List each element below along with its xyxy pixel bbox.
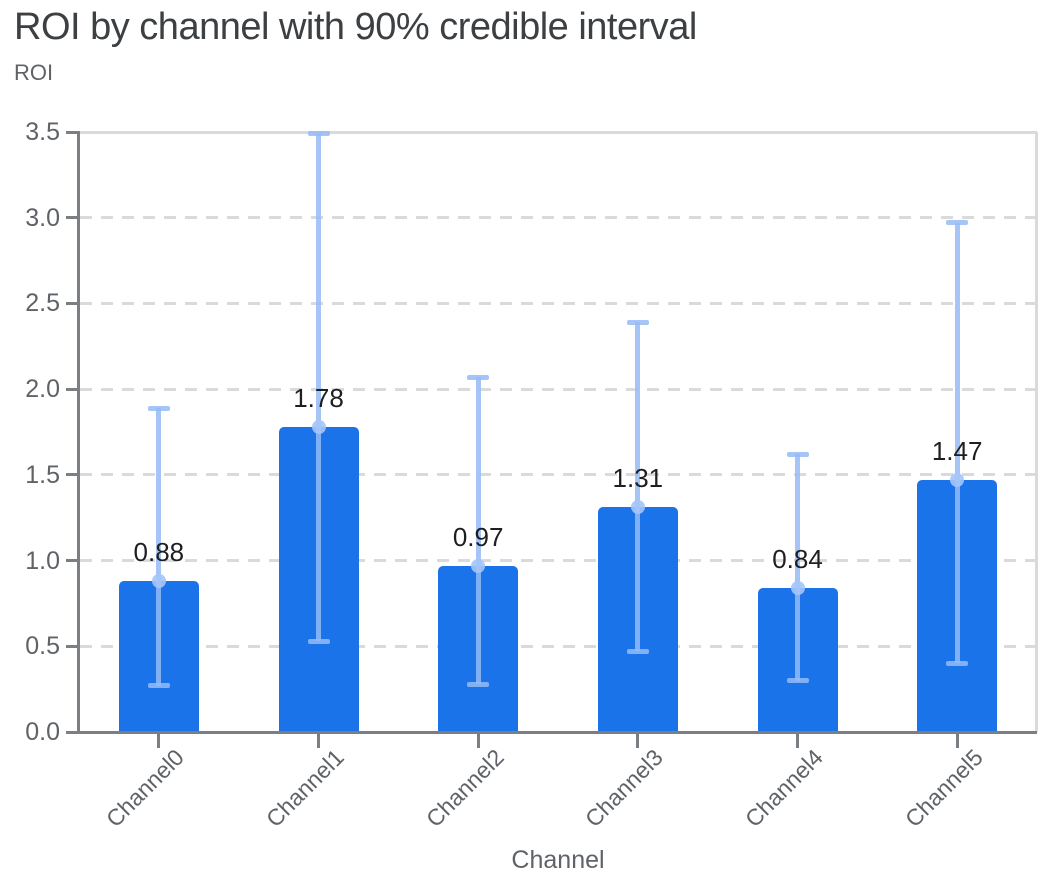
y-tick-label-3.0: 3.0 (25, 203, 60, 232)
y-axis-title: ROI (14, 60, 54, 85)
x-tick-channel3 (636, 734, 640, 748)
error-bar-cap-top-channel3 (626, 319, 649, 325)
x-tick-channel5 (955, 734, 959, 748)
x-tick-label-channel1: Channel1 (260, 744, 349, 833)
error-bar-line-channel1 (316, 133, 321, 642)
x-tick-channel2 (476, 734, 480, 748)
y-tick-label-1.5: 1.5 (25, 460, 60, 489)
x-axis-title: Channel (511, 846, 605, 874)
mean-marker-channel0 (151, 574, 166, 589)
error-bar-line-channel5 (954, 222, 960, 664)
y-axis-line (77, 130, 80, 734)
chart-title: ROI by channel with 90% credible interva… (14, 6, 697, 48)
plot-border-top (79, 130, 1037, 134)
y-tick-3.0 (66, 216, 79, 220)
y-tick-label-3.5: 3.5 (25, 118, 60, 146)
x-axis-line (66, 730, 1037, 734)
error-bar-cap-bottom-channel2 (467, 681, 490, 687)
x-tick-label-channel2: Channel2 (420, 744, 509, 833)
error-bar-line-channel3 (635, 322, 641, 652)
value-label-channel3: 1.31 (612, 463, 664, 494)
error-bar-cap-bottom-channel1 (307, 638, 330, 644)
y-tick-label-2.5: 2.5 (25, 289, 60, 318)
plot-border-right (1035, 132, 1038, 732)
y-tick-2.5 (66, 301, 79, 305)
mean-marker-channel4 (790, 581, 805, 595)
error-bar-line-channel4 (795, 454, 800, 681)
x-tick-channel1 (317, 734, 320, 748)
gridline-2.0 (80, 387, 1036, 391)
y-tick-label-0.5: 0.5 (25, 632, 60, 661)
value-label-channel5: 1.47 (931, 436, 983, 466)
gridline-2.5 (80, 301, 1036, 305)
error-bar-line-channel2 (475, 377, 481, 684)
value-label-channel4: 0.84 (772, 544, 823, 574)
y-tick-label-0.0: 0.0 (25, 718, 60, 746)
error-bar-cap-bottom-channel4 (786, 678, 809, 684)
mean-marker-channel5 (950, 473, 965, 487)
gridline-1.5 (80, 473, 1036, 477)
value-label-channel2: 0.97 (452, 521, 504, 552)
y-tick-3.5 (66, 130, 79, 134)
error-bar-cap-bottom-channel5 (946, 660, 969, 666)
x-tick-label-channel5: Channel5 (899, 744, 988, 833)
value-label-channel1: 1.78 (293, 382, 344, 413)
mean-marker-channel2 (471, 558, 486, 573)
mean-marker-channel1 (311, 419, 326, 434)
error-bar-cap-bottom-channel3 (626, 648, 649, 654)
value-label-channel0: 0.88 (133, 537, 185, 568)
y-tick-2.0 (66, 387, 79, 391)
y-tick-label-1.0: 1.0 (25, 546, 60, 575)
y-tick-1.0 (66, 559, 79, 563)
error-bar-cap-top-channel4 (786, 451, 809, 457)
error-bar-cap-top-channel1 (307, 131, 330, 137)
x-tick-label-channel3: Channel3 (580, 744, 669, 833)
y-tick-0.5 (66, 644, 79, 648)
gridline-3.0 (80, 216, 1036, 220)
x-tick-channel4 (796, 734, 799, 748)
error-bar-cap-top-channel2 (467, 374, 490, 380)
error-bar-line-channel0 (156, 408, 162, 686)
mean-marker-channel3 (630, 500, 645, 515)
gridline-1.0 (80, 559, 1036, 563)
x-tick-label-channel4: Channel4 (739, 744, 828, 833)
error-bar-cap-bottom-channel0 (147, 683, 170, 689)
x-tick-label-channel0: Channel0 (101, 744, 190, 833)
y-tick-1.5 (66, 473, 79, 477)
x-tick-channel0 (157, 734, 161, 748)
gridline-0.5 (80, 644, 1036, 648)
error-bar-cap-top-channel0 (147, 405, 170, 411)
error-bar-cap-top-channel5 (946, 220, 969, 226)
y-tick-label-2.0: 2.0 (25, 375, 60, 404)
